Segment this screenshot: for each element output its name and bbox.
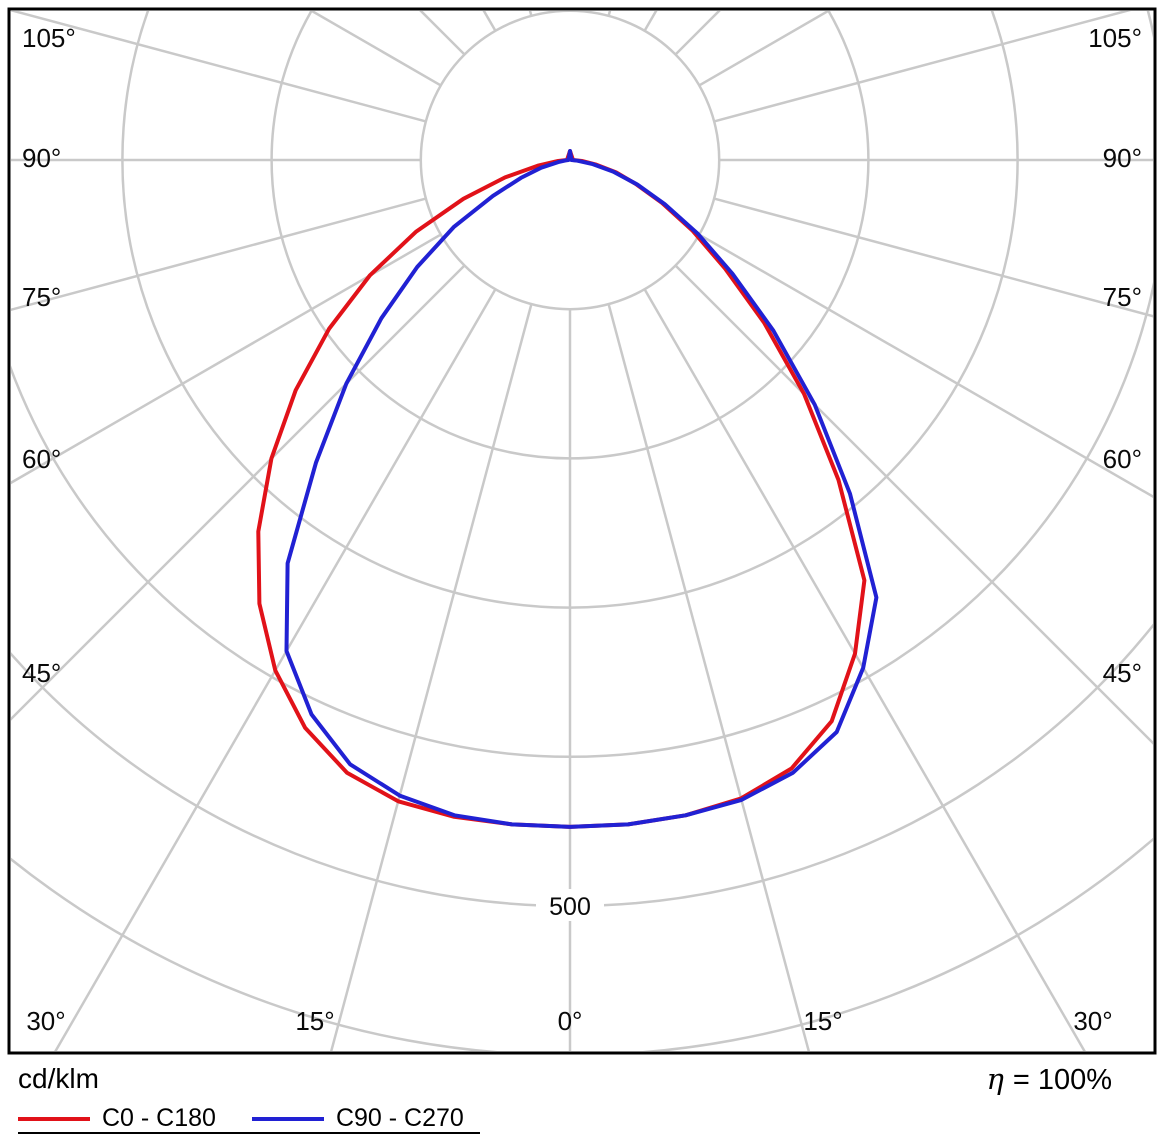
grid-ray-15 xyxy=(607,303,811,1051)
angle-label-left-75°: 75° xyxy=(22,282,61,312)
angle-label-bottom-1-15°: 15° xyxy=(295,1006,334,1036)
legend: C0 - C180 C90 - C270 xyxy=(18,1104,500,1133)
angle-label-right-60°: 60° xyxy=(1103,444,1142,474)
angle-label-left-90°: 90° xyxy=(22,143,61,173)
efficiency-value: = 100% xyxy=(1012,1064,1112,1096)
grid-ray-45 xyxy=(674,264,1153,745)
legend-label-c90-c270: C90 - C270 xyxy=(335,1104,464,1132)
legend-line-blue xyxy=(251,1116,324,1121)
angle-label-bottom-0-30°: 30° xyxy=(26,1006,65,1036)
angle-label-right-105°: 105° xyxy=(1088,23,1142,53)
grid-ray-150 xyxy=(643,11,658,32)
chart-footer: cd/klm η = 100% C0 - C180 C90 - C270 xyxy=(0,1062,1164,1140)
plot-border xyxy=(7,7,1157,1055)
grid-ray-255 xyxy=(11,11,427,123)
grid-ring-400 xyxy=(11,11,1153,758)
polar-chart-canvas: 500 105° 90° 75° 60° 45° 105° 90° 75° 60° 45° 30° 15… xyxy=(7,7,1157,1055)
units-label: cd/klm xyxy=(18,1063,99,1094)
ring-label-500: 500 xyxy=(549,893,591,921)
grid-ray-300 xyxy=(11,233,442,485)
legend-line-red xyxy=(18,1116,90,1121)
legend-label-c0-c180: C0 - C180 xyxy=(102,1104,216,1132)
grid-ray-330 xyxy=(54,288,497,1051)
angle-label-bottom-3-15°: 15° xyxy=(803,1006,842,1036)
angle-label-right-45°: 45° xyxy=(1103,658,1142,688)
grid-ray-30 xyxy=(643,288,1086,1051)
angle-label-right-90°: 90° xyxy=(1103,143,1142,173)
legend-underline xyxy=(18,1132,480,1134)
ring-label-chip xyxy=(536,889,604,921)
angle-label-bottom-4-30°: 30° xyxy=(1073,1006,1112,1036)
angle-label-left-45°: 45° xyxy=(22,658,61,688)
grid-ray-105 xyxy=(713,11,1131,123)
angle-label-bottom-2-0°: 0° xyxy=(558,1006,583,1036)
curve-c90-c270 xyxy=(284,149,879,829)
grid-ray-285 xyxy=(11,197,427,312)
grid-ray-315 xyxy=(11,264,466,721)
angle-label-left-60°: 60° xyxy=(22,444,61,474)
grid-ray-75 xyxy=(713,197,1153,318)
angle-label-left-105°: 105° xyxy=(22,23,76,53)
grid-ray-345 xyxy=(329,303,533,1051)
grid-ray-60 xyxy=(698,233,1153,499)
efficiency-label: η = 100% xyxy=(986,1062,1112,1097)
grid-ring-500 xyxy=(11,623,1153,908)
polar-grid xyxy=(11,11,1153,1051)
angle-label-right-75°: 75° xyxy=(1103,282,1142,312)
curve-c0-c180 xyxy=(256,149,867,829)
eta-symbol: η xyxy=(986,1062,1004,1096)
legend-item-c90-c270: C90 - C270 xyxy=(251,1104,464,1133)
legend-item-c0-c180: C0 - C180 xyxy=(18,1104,216,1133)
